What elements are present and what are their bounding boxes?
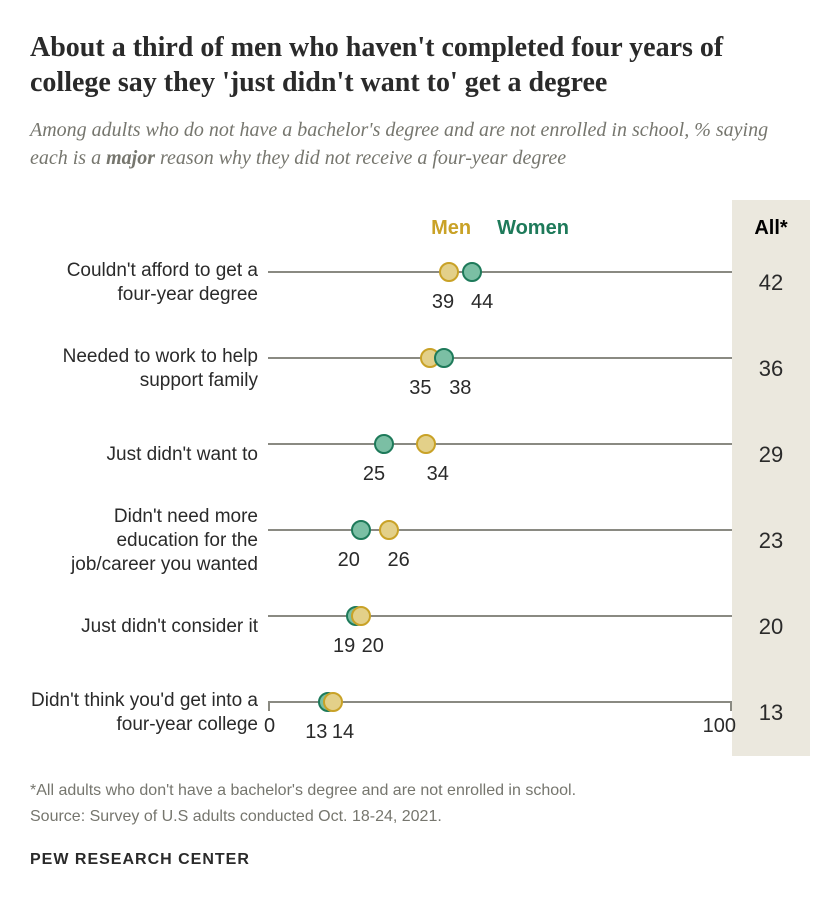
men-value: 20 <box>362 635 384 658</box>
subtitle-emphasis: major <box>106 147 155 169</box>
women-dot <box>374 434 394 454</box>
women-dot <box>351 520 371 540</box>
men-value: 35 <box>409 377 431 400</box>
row-label: Couldn't afford to get a four-year degre… <box>30 240 258 326</box>
all-value: 42 <box>732 240 810 326</box>
axis-tick <box>268 701 270 711</box>
all-value: 29 <box>732 412 810 498</box>
axis-line <box>268 443 732 445</box>
axis-tick <box>730 701 732 711</box>
subtitle-post: reason why they did not receive a four-y… <box>155 147 566 169</box>
men-dot <box>323 692 343 712</box>
women-value: 38 <box>449 377 471 400</box>
axis-line <box>268 357 732 359</box>
all-value: 36 <box>732 326 810 412</box>
men-dot <box>439 262 459 282</box>
legend-men: Men <box>431 217 471 240</box>
axis-min-label: 0 <box>264 715 275 738</box>
footnote-definition: *All adults who don't have a bachelor's … <box>30 780 810 802</box>
dot-plot-chart: Couldn't afford to get a four-year degre… <box>30 200 810 756</box>
women-value: 25 <box>363 463 385 486</box>
legend: Men Women <box>268 200 732 240</box>
women-dot <box>434 348 454 368</box>
row-label: Didn't need more education for the job/c… <box>30 498 258 584</box>
women-value: 13 <box>305 721 327 744</box>
plot-row: 01001314 <box>268 670 732 756</box>
chart-subtitle: Among adults who do not have a bachelor'… <box>30 116 810 172</box>
plot-row: 25 34 <box>268 412 732 498</box>
legend-women: Women <box>497 217 569 240</box>
plot-row: 2026 <box>268 498 732 584</box>
plot-row: 35 38 <box>268 326 732 412</box>
men-dot <box>416 434 436 454</box>
axis-line <box>268 271 732 273</box>
men-value: 26 <box>388 549 410 572</box>
axis-line <box>268 529 732 531</box>
footnote-source: Source: Survey of U.S adults conducted O… <box>30 806 810 828</box>
row-label: Needed to work to help support family <box>30 326 258 412</box>
men-value: 39 <box>432 291 454 314</box>
axis-line <box>268 615 732 617</box>
all-value: 20 <box>732 584 810 670</box>
all-column-header: All* <box>732 200 810 240</box>
row-label: Didn't think you'd get into a four-year … <box>30 670 258 756</box>
women-dot <box>462 262 482 282</box>
women-value: 19 <box>333 635 355 658</box>
attribution: PEW RESEARCH CENTER <box>30 851 810 869</box>
women-value: 20 <box>338 549 360 572</box>
men-dot <box>379 520 399 540</box>
axis-max-label: 100 <box>703 715 736 738</box>
women-value: 44 <box>471 291 493 314</box>
plot-row: 39 44 <box>268 240 732 326</box>
chart-title: About a third of men who haven't complet… <box>30 30 810 100</box>
men-value: 14 <box>332 721 354 744</box>
row-label: Just didn't want to <box>30 412 258 498</box>
men-dot <box>351 606 371 626</box>
all-value: 23 <box>732 498 810 584</box>
men-value: 34 <box>427 463 449 486</box>
all-value: 13 <box>732 670 810 756</box>
row-label: Just didn't consider it <box>30 584 258 670</box>
plot-row: 1920 <box>268 584 732 670</box>
